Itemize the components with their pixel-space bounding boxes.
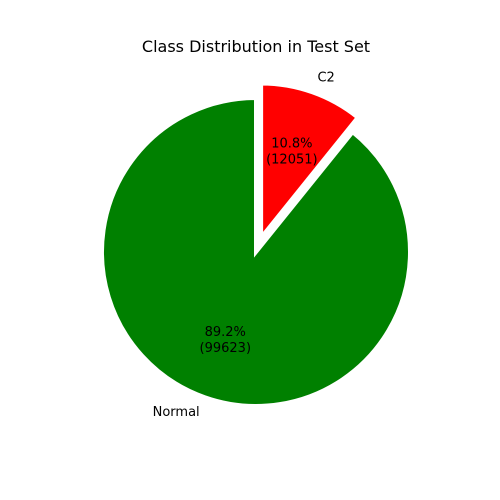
slice-value-label-c2: 10.8% (12051)	[266, 136, 318, 167]
pie-slice-c2	[259, 81, 361, 244]
slice-count-c2: (12051)	[266, 152, 318, 167]
labels-layer: C2 10.8% (12051) Normal 89.2% (99623)	[153, 71, 335, 420]
slice-label-normal: Normal	[153, 405, 200, 420]
slice-percent-c2: 10.8%	[271, 136, 312, 151]
slice-label-c2: C2	[317, 71, 334, 86]
chart-title: Class Distribution in Test Set	[142, 37, 370, 56]
slice-value-label-normal: 89.2% (99623)	[200, 325, 252, 356]
slice-percent-normal: 89.2%	[205, 325, 246, 340]
pie-slice-normal	[100, 95, 412, 408]
slice-count-normal: (99623)	[200, 341, 252, 356]
slices-layer	[100, 81, 412, 408]
